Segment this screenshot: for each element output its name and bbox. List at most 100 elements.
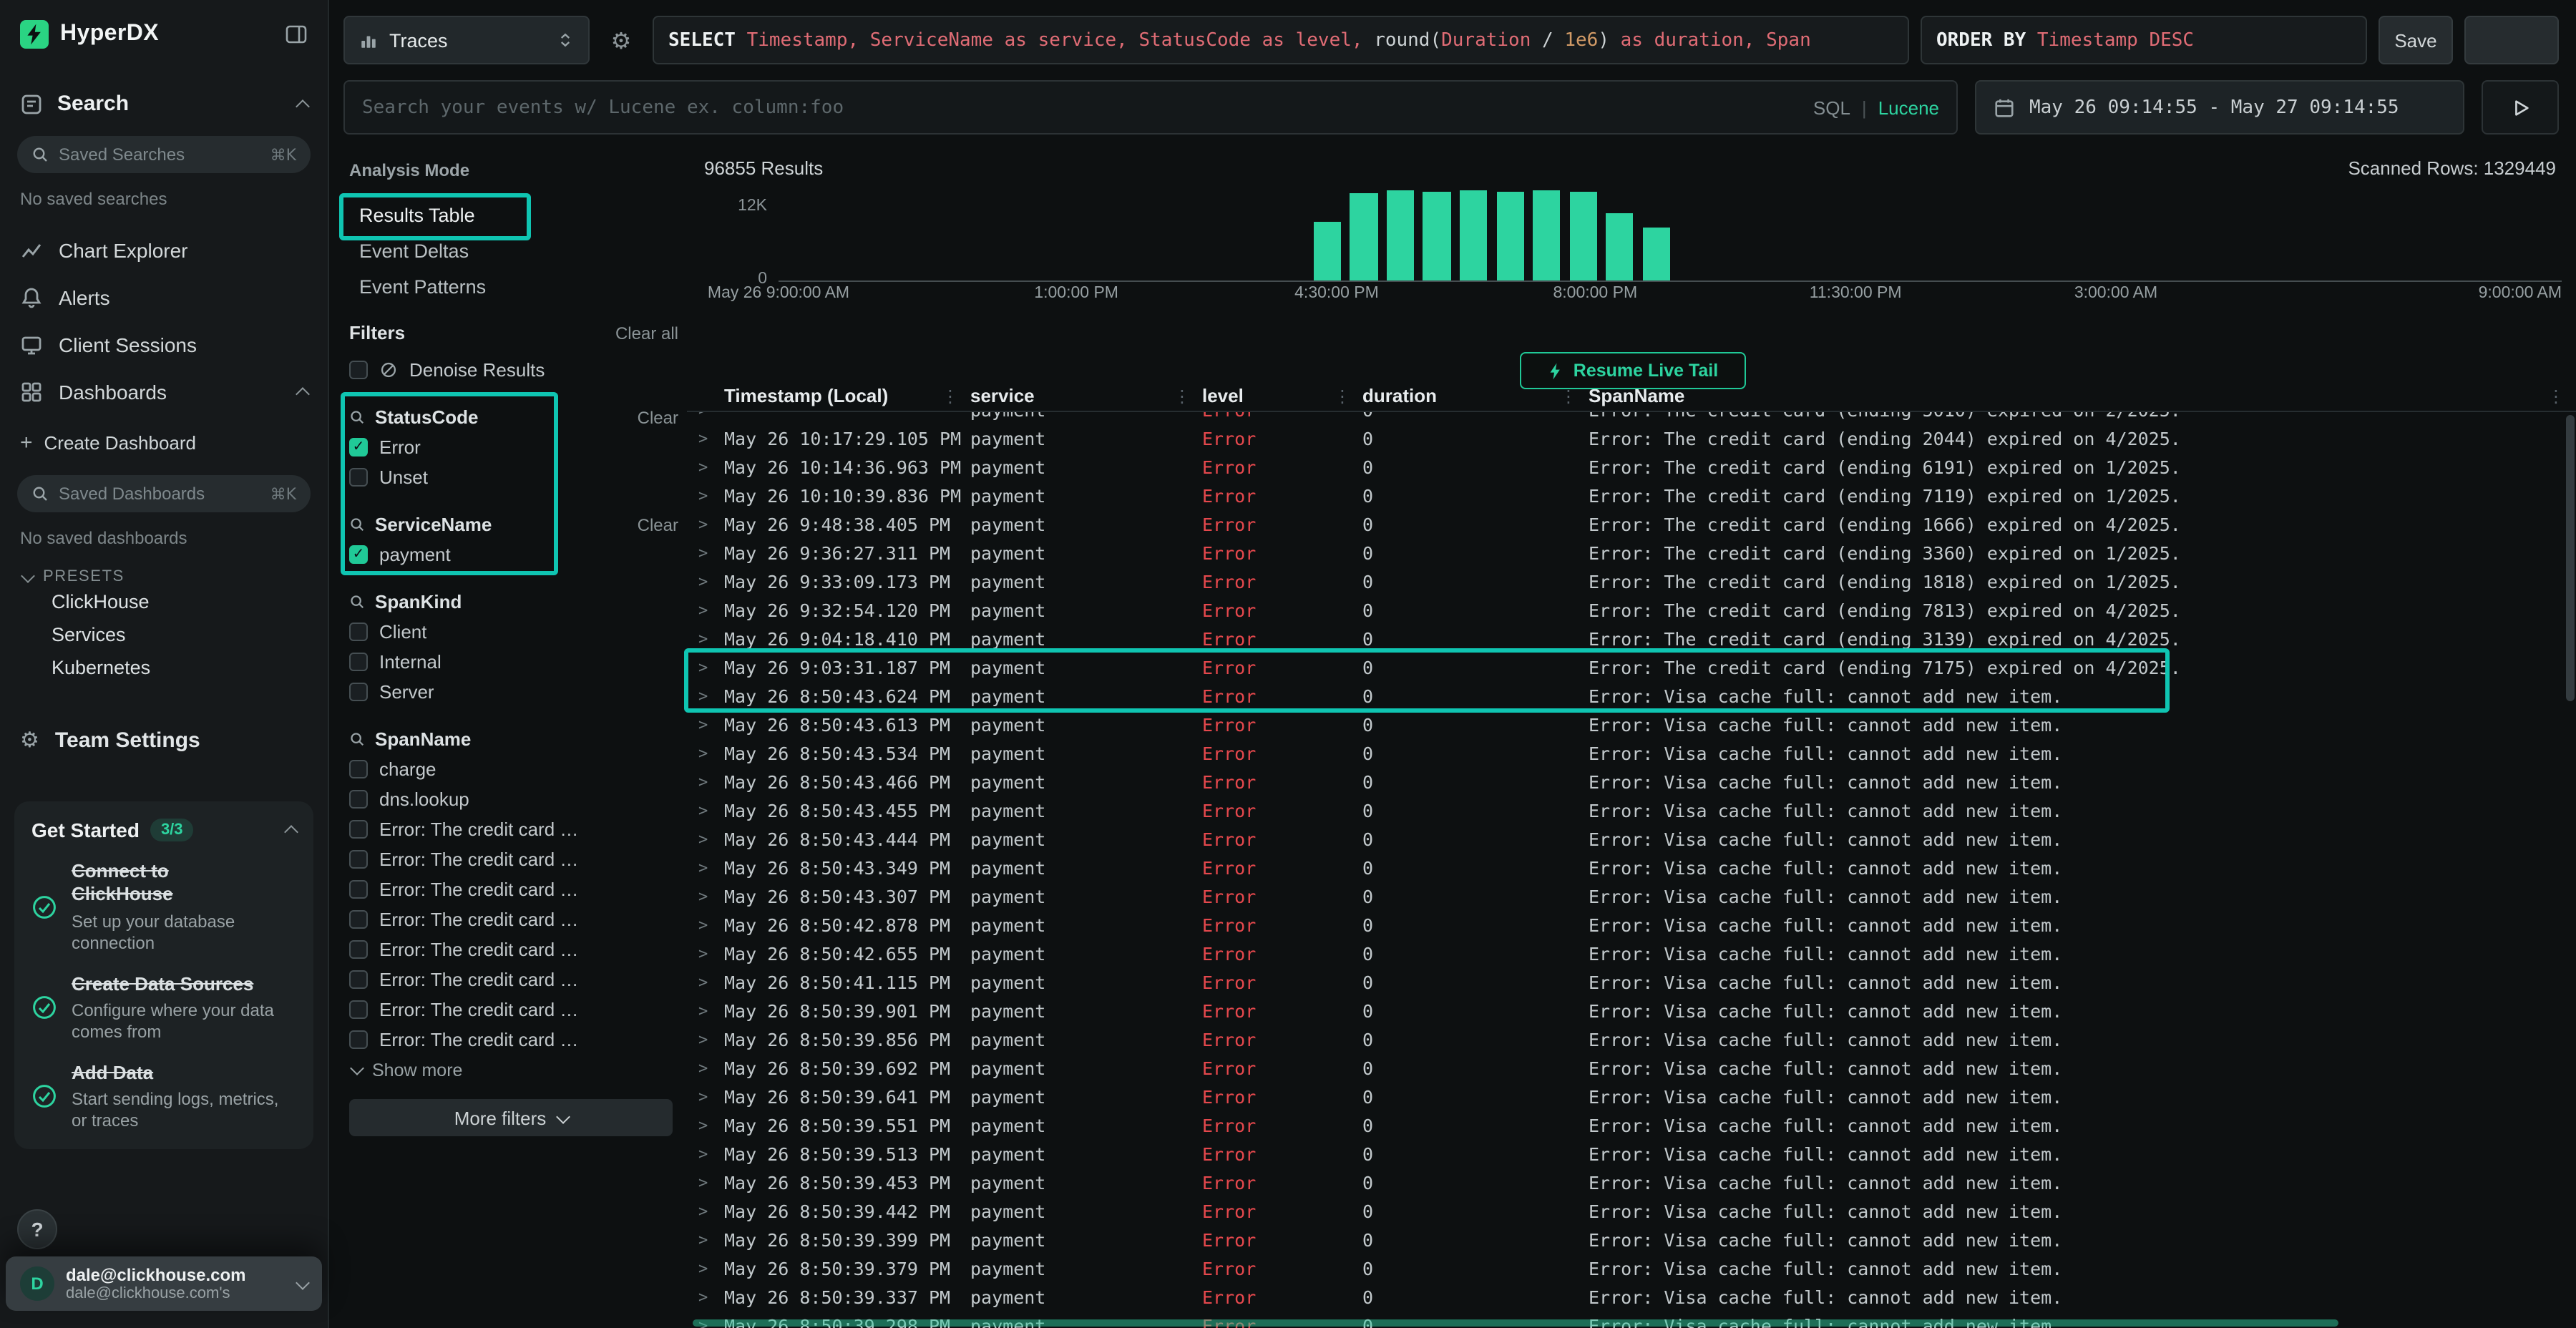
clear-group-link[interactable]: Clear [637, 514, 678, 534]
sidebar-item-services[interactable]: Services [52, 624, 126, 645]
filter-option[interactable]: Error: The credit card … [349, 1025, 678, 1055]
table-row[interactable]: > May 26 8:50:41.115 PM payment Error 0 … [687, 967, 2576, 996]
table-row[interactable]: > May 26 8:50:43.466 PM payment Error 0 … [687, 767, 2576, 796]
checkbox[interactable]: ✓ [349, 545, 368, 564]
checkbox[interactable]: ✓ [349, 438, 368, 456]
histogram-bar[interactable] [1386, 190, 1415, 280]
row-expand-chevron[interactable]: > [698, 829, 708, 848]
checkbox[interactable] [349, 880, 368, 899]
clear-all-filters-link[interactable]: Clear all [615, 323, 678, 343]
filter-option[interactable]: Error: The credit card … [349, 844, 678, 874]
column-resize-handle[interactable]: ⋮ [942, 386, 959, 406]
filter-option[interactable]: Client [349, 617, 678, 647]
help-button[interactable]: ? [17, 1209, 57, 1249]
chevron-up-icon[interactable] [284, 825, 298, 839]
row-expand-chevron[interactable]: > [698, 1087, 708, 1105]
checkbox[interactable] [349, 760, 368, 778]
filter-option[interactable]: dns.lookup [349, 784, 678, 814]
column-resize-handle[interactable]: ⋮ [1174, 386, 1191, 406]
horizontal-scrollbar[interactable] [693, 1319, 2338, 1327]
row-expand-chevron[interactable]: > [698, 1144, 708, 1163]
row-expand-chevron[interactable]: > [698, 801, 708, 819]
row-expand-chevron[interactable]: > [698, 457, 708, 476]
row-expand-chevron[interactable]: > [698, 658, 708, 676]
histogram-bar[interactable] [1459, 190, 1488, 280]
row-expand-chevron[interactable]: > [698, 486, 708, 504]
filter-option[interactable]: Error: The credit card … [349, 904, 678, 934]
row-expand-chevron[interactable]: > [693, 412, 724, 419]
table-row[interactable]: > May 26 8:50:39.513 PM payment Error 0 … [687, 1139, 2576, 1168]
row-expand-chevron[interactable]: > [698, 1001, 708, 1020]
table-row[interactable]: > May 26 8:50:39.692 PM payment Error 0 … [687, 1053, 2576, 1082]
get-started-item[interactable]: Connect to ClickHouse Set up your databa… [31, 860, 296, 954]
table-row[interactable]: > May 26 10:17:29.105 PM payment Error 0… [687, 424, 2576, 452]
row-expand-chevron[interactable]: > [698, 600, 708, 619]
row-expand-chevron[interactable]: > [698, 514, 708, 533]
table-row[interactable]: > May 26 8:50:39.551 PM payment Error 0 … [687, 1110, 2576, 1139]
checkbox[interactable] [349, 361, 368, 379]
checkbox[interactable] [349, 850, 368, 869]
chevron-up-icon[interactable] [296, 99, 310, 113]
row-expand-chevron[interactable]: > [698, 543, 708, 562]
run-query-button[interactable] [2482, 80, 2559, 135]
sidebar-item-dashboards[interactable]: Dashboards [0, 368, 328, 415]
column-header-level[interactable]: level ⋮ [1202, 381, 1362, 411]
table-row[interactable]: > May 26 9:33:09.173 PM payment Error 0 … [687, 567, 2576, 595]
column-resize-handle[interactable]: ⋮ [1334, 386, 1351, 406]
table-row[interactable]: > May 26 9:04:18.410 PM payment Error 0 … [687, 624, 2576, 653]
table-row[interactable]: > May 26 8:50:43.534 PM payment Error 0 … [687, 738, 2576, 767]
collapse-sidebar-icon[interactable] [285, 23, 308, 46]
table-row[interactable]: > May 26 8:50:43.349 PM payment Error 0 … [687, 853, 2576, 882]
sql-orderby-editor[interactable]: ORDER BY Timestamp DESC [1921, 16, 2367, 64]
presets-header[interactable]: PRESETS [0, 568, 328, 585]
table-row[interactable]: > May 26 8:50:39.379 PM payment Error 0 … [687, 1254, 2576, 1282]
table-row[interactable]: > May 26 8:50:43.307 PM payment Error 0 … [687, 882, 2576, 910]
histogram-bar[interactable] [1423, 191, 1451, 280]
checkbox[interactable] [349, 653, 368, 671]
saved-searches-input[interactable]: Saved Searches ⌘K [17, 136, 311, 173]
row-expand-chevron[interactable]: > [698, 772, 708, 791]
row-expand-chevron[interactable]: > [698, 1201, 708, 1220]
histogram-bar[interactable] [1606, 213, 1634, 280]
row-expand-chevron[interactable]: > [698, 629, 708, 648]
filter-option[interactable]: ✓ payment [349, 540, 678, 570]
filter-option[interactable]: Error: The credit card … [349, 934, 678, 965]
checkbox[interactable] [349, 622, 368, 641]
save-button[interactable]: Save [2379, 16, 2453, 64]
table-row[interactable]: > May 26 8:50:43.624 PM payment Error 0 … [687, 681, 2576, 710]
checkbox[interactable] [349, 683, 368, 701]
table-row[interactable]: > payment Error 0 Error: The credit card… [687, 412, 2576, 424]
sidebar-item-team-settings[interactable]: ⚙ Team Settings [0, 721, 328, 758]
create-dashboard-button[interactable]: + Create Dashboard [0, 424, 328, 461]
get-started-item[interactable]: Create Data Sources Configure where your… [31, 972, 296, 1043]
date-range-picker[interactable]: May 26 09:14:55 - May 27 09:14:55 [1975, 80, 2464, 135]
row-expand-chevron[interactable]: > [698, 1030, 708, 1048]
filter-option[interactable]: Error: The credit card … [349, 965, 678, 995]
row-expand-chevron[interactable]: > [698, 944, 708, 962]
table-row[interactable]: > May 26 8:50:39.856 PM payment Error 0 … [687, 1025, 2576, 1053]
filter-option[interactable]: Error: The credit card … [349, 874, 678, 904]
sidebar-item-search[interactable]: Search [0, 92, 328, 116]
saved-dashboards-input[interactable]: Saved Dashboards ⌘K [17, 475, 311, 512]
filter-option[interactable]: charge [349, 754, 678, 784]
table-row[interactable]: > May 26 8:50:39.337 PM payment Error 0 … [687, 1282, 2576, 1311]
table-row[interactable]: > May 26 8:50:43.444 PM payment Error 0 … [687, 824, 2576, 853]
more-filters-button[interactable]: More filters [349, 1099, 673, 1136]
denoise-results-option[interactable]: Denoise Results [349, 355, 678, 385]
table-row[interactable]: > May 26 8:50:42.878 PM payment Error 0 … [687, 910, 2576, 939]
mode-event-patterns[interactable]: Event Patterns [359, 276, 487, 298]
row-expand-chevron[interactable]: > [698, 1173, 708, 1191]
mode-event-deltas[interactable]: Event Deltas [359, 240, 469, 262]
show-more-link[interactable]: Show more [349, 1055, 678, 1085]
sidebar-item-alerts[interactable]: Alerts [0, 273, 328, 321]
table-row[interactable]: > May 26 8:50:39.399 PM payment Error 0 … [687, 1225, 2576, 1254]
row-expand-chevron[interactable]: > [698, 1115, 708, 1134]
table-row[interactable]: > May 26 8:50:43.613 PM payment Error 0 … [687, 710, 2576, 738]
histogram-bar[interactable] [1496, 191, 1524, 280]
row-expand-chevron[interactable]: > [698, 858, 708, 877]
resume-live-tail-button[interactable]: Resume Live Tail [1520, 352, 1746, 389]
row-expand-chevron[interactable]: > [698, 715, 708, 733]
search-input[interactable] [345, 82, 1956, 133]
filter-option[interactable]: Internal [349, 647, 678, 677]
checkbox[interactable] [349, 1030, 368, 1049]
